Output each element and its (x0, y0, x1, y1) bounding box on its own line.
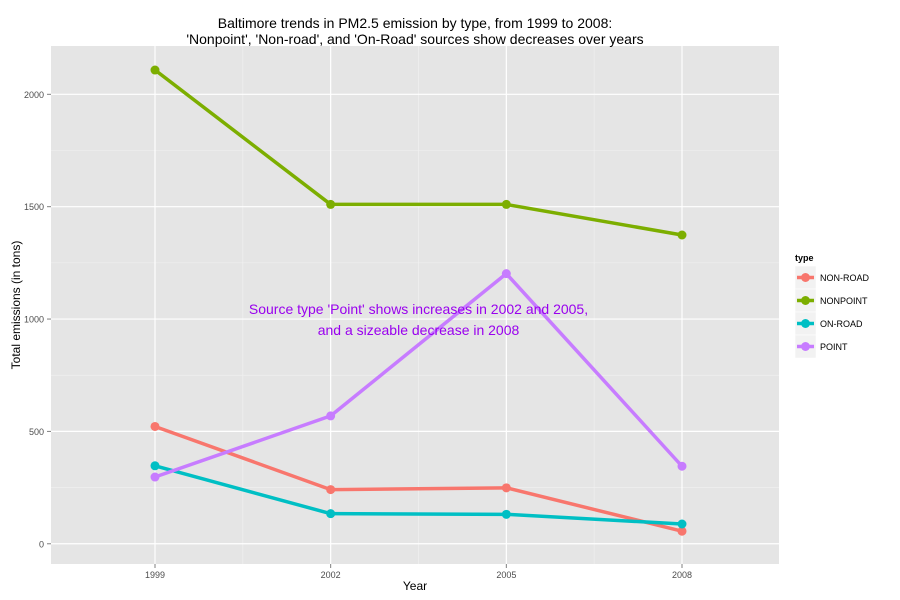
legend-label-point: POINT (820, 342, 848, 352)
legend-key-point-nonpoint (801, 296, 810, 305)
annotation: Source type 'Point' shows increases in 2… (249, 301, 588, 338)
legend-title: type (795, 253, 814, 263)
legend-label-on-road: ON-ROAD (820, 319, 863, 329)
series-lines (153, 68, 684, 533)
data-point-on-road (150, 461, 160, 471)
grid-minor (51, 46, 779, 564)
legend-label-nonpoint: NONPOINT (820, 296, 868, 306)
data-point-non-road (677, 526, 687, 536)
data-point-on-road (326, 509, 336, 519)
data-point-point (501, 269, 511, 279)
series-line-nonpoint (153, 68, 683, 237)
y-tick-label: 0 (39, 539, 44, 549)
data-point-nonpoint (150, 65, 160, 75)
chart-title-line-1: Baltimore trends in PM2.5 emission by ty… (218, 15, 613, 31)
x-axis: 1999 2002 2005 2008 (145, 564, 692, 580)
y-axis-label: Total emissions (in tons) (9, 241, 23, 370)
x-tick-label: 1999 (145, 570, 165, 580)
data-point-on-road (501, 509, 511, 519)
legend-key-point-point (801, 342, 810, 351)
data-point-nonpoint (677, 230, 687, 240)
series-line-point (154, 271, 684, 479)
data-point-nonpoint (326, 199, 336, 209)
legend: type NON-ROAD NONPOINT ON-ROAD POINT (794, 253, 869, 359)
series-line-non-road (154, 424, 683, 533)
y-tick-label: 2000 (24, 90, 44, 100)
plot-panel (51, 46, 779, 564)
x-tick-label: 2005 (496, 570, 516, 580)
annotation-line-2: and a sizeable decrease in 2008 (318, 322, 520, 338)
data-point-point (326, 411, 336, 421)
series-points (150, 65, 687, 536)
data-point-non-road (501, 483, 511, 493)
series-line-on-road (154, 464, 683, 526)
data-point-on-road (677, 519, 687, 529)
data-point-point (677, 461, 687, 471)
y-tick-label: 500 (29, 427, 44, 437)
x-tick-label: 2008 (672, 570, 692, 580)
y-tick-label: 1000 (24, 315, 44, 325)
x-axis-label: Year (403, 579, 427, 593)
data-point-point (150, 472, 160, 482)
data-point-nonpoint (501, 199, 511, 209)
data-point-non-road (150, 421, 160, 431)
legend-label-non-road: NON-ROAD (820, 273, 869, 283)
x-tick-label: 2002 (321, 570, 341, 580)
y-tick-label: 1500 (24, 202, 44, 212)
data-point-non-road (326, 485, 336, 495)
chart-title-line-2: 'Nonpoint', 'Non-road', and 'On-Road' so… (186, 31, 643, 47)
legend-key-point-on-road (801, 319, 810, 328)
y-axis: 0 500 1000 1500 2000 (24, 90, 51, 549)
legend-key-point-non-road (801, 273, 810, 282)
annotation-line-1: Source type 'Point' shows increases in 2… (249, 301, 588, 317)
